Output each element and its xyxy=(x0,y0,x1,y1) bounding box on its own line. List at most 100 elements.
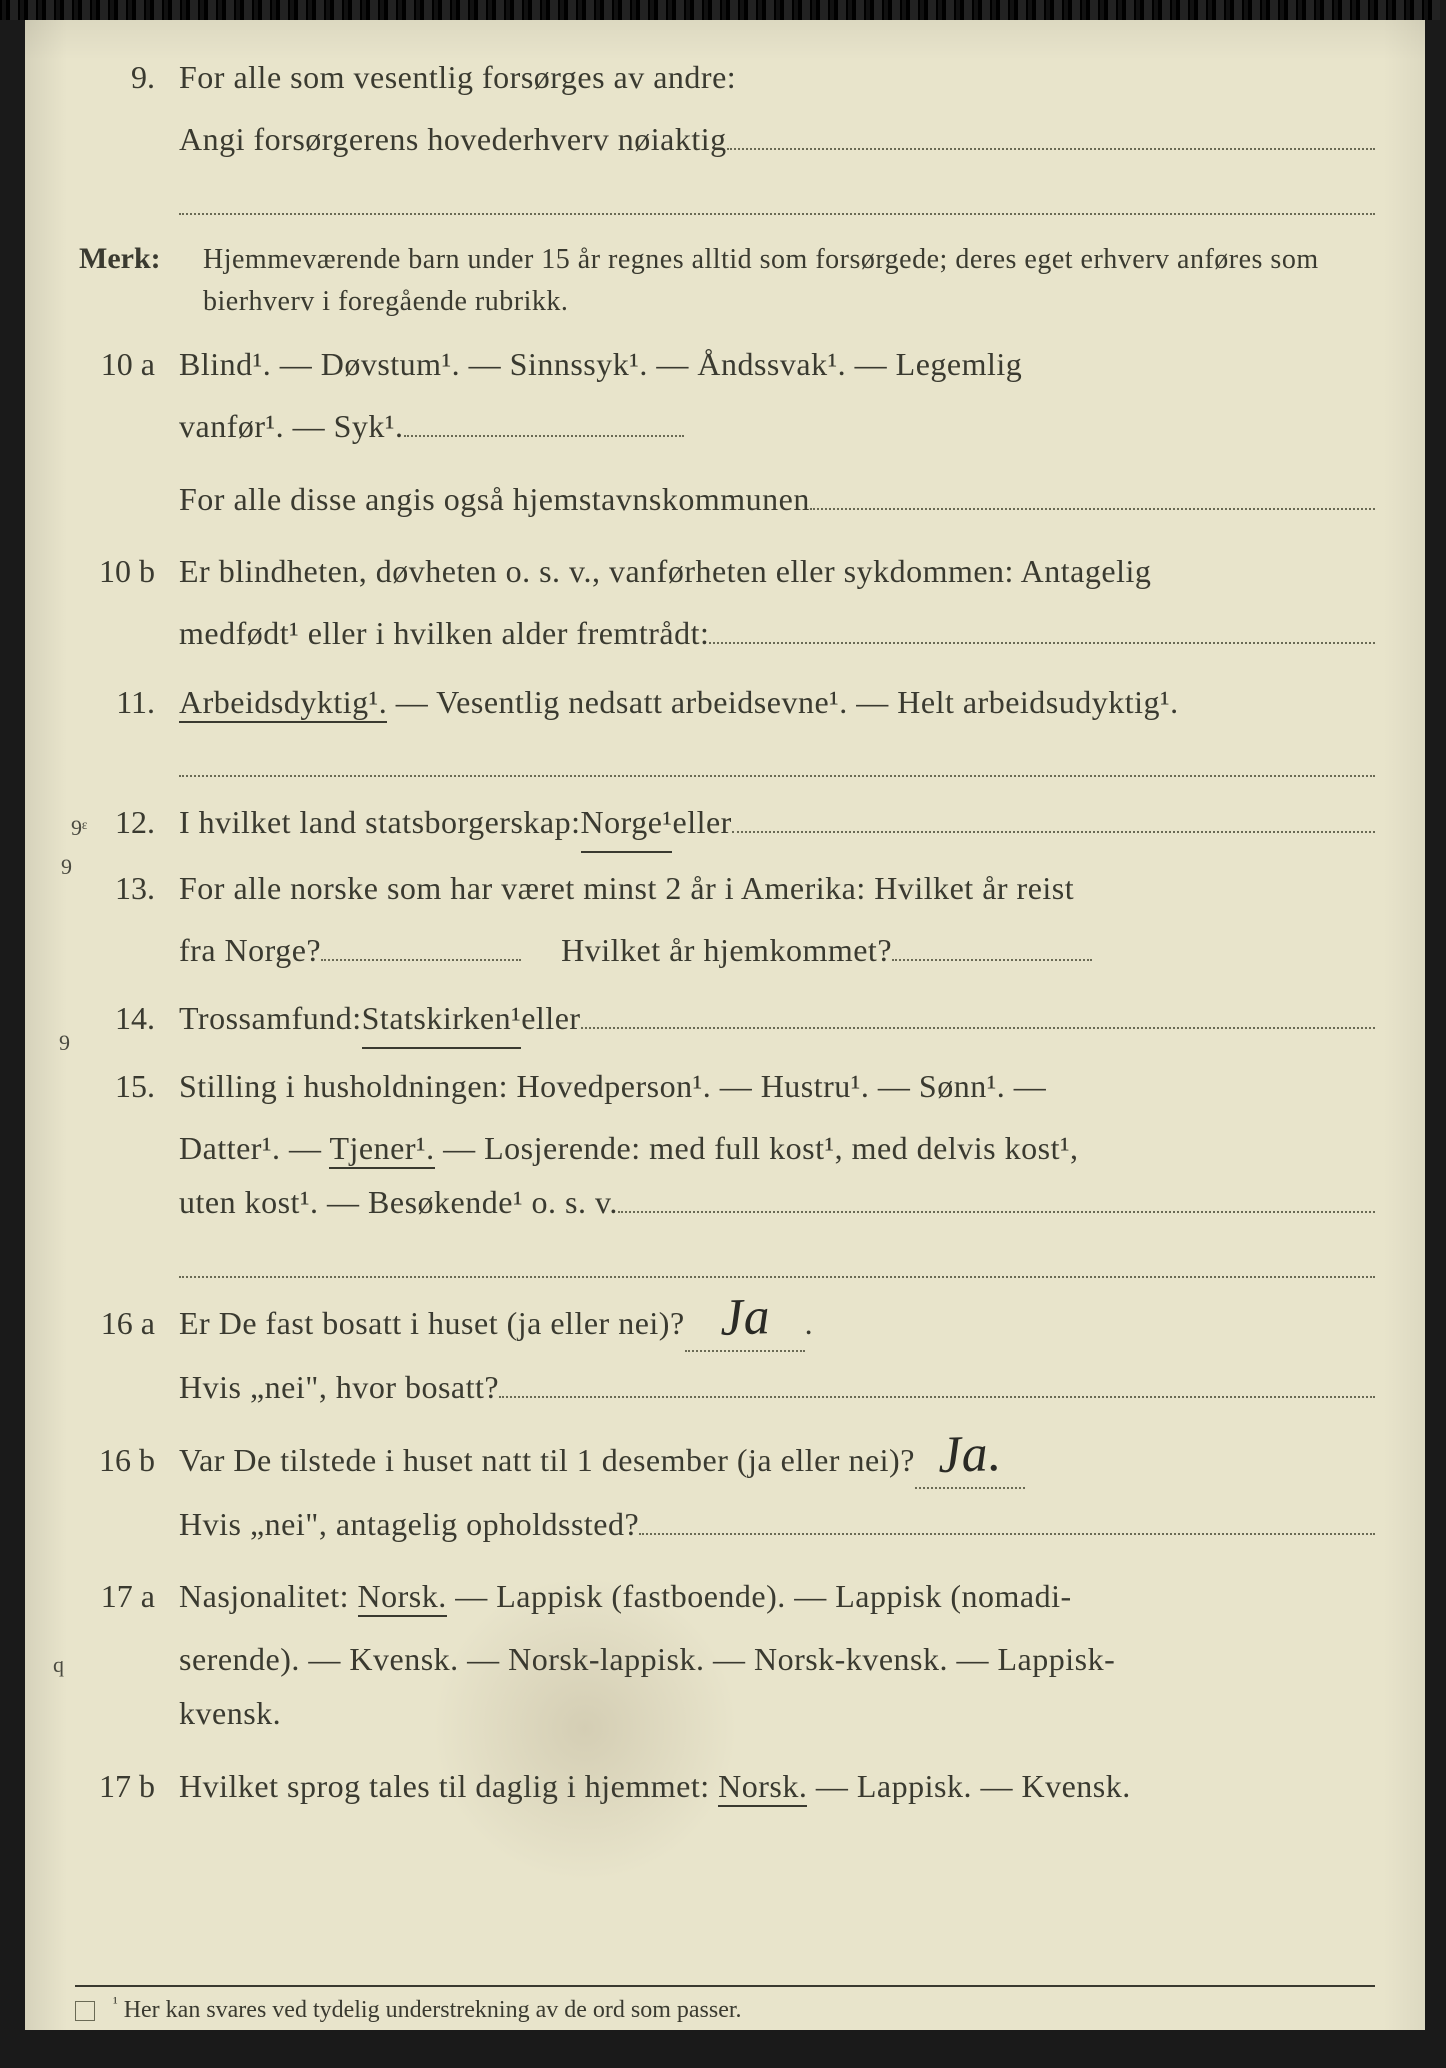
q16b-answer: Ja. xyxy=(938,1438,1003,1471)
footnote-mark-box xyxy=(75,2001,95,2021)
q10a-line3-text: For alle disse angis også hjemstavnskomm… xyxy=(179,472,810,526)
q14-prefix: Trossamfund: xyxy=(179,991,362,1045)
q15-line3: uten kost¹. — Besøkende¹ o. s. v. xyxy=(179,1175,1375,1229)
q16a-period: . xyxy=(805,1296,814,1350)
document-page: 9ᵋ 9 9 q 9. For alle som vesentlig forsø… xyxy=(25,20,1425,2030)
q13-line2b: Hvilket år hjemkommet? xyxy=(561,923,892,977)
q12-suffix: eller xyxy=(672,795,731,849)
q16a-question: Er De fast bosatt i huset (ja eller nei)… xyxy=(179,1296,685,1350)
q14-row: 14. Trossamfund: Statskirken¹ eller xyxy=(75,991,1375,1048)
margin-annotation-3: 9 xyxy=(59,1030,70,1056)
q17b-row: 17 b Hvilket sprog tales til daglig i hj… xyxy=(75,1759,1375,1813)
q9-line1: For alle som vesentlig forsørges av andr… xyxy=(179,50,1375,104)
q14-number: 14. xyxy=(75,991,179,1045)
footnote-text: Her kan svares ved tydelig understreknin… xyxy=(124,1997,742,2023)
q10b-line2-text: medfødt¹ eller i hvilken alder fremtrådt… xyxy=(179,606,709,660)
q15-line2-post: — Losjerende: med full kost¹, med delvis… xyxy=(435,1130,1079,1166)
q12-underlined: Norge¹ xyxy=(581,795,673,852)
q16a-row: 16 a Er De fast bosatt i huset (ja eller… xyxy=(75,1296,1375,1352)
q9-blank-line xyxy=(179,185,1375,215)
q15-underlined: Tjener¹. xyxy=(329,1130,434,1169)
footnote-sup: ¹ xyxy=(113,1995,118,2012)
q10b-number: 10 b xyxy=(75,544,179,598)
q12-row: 12. I hvilket land statsborgerskap: Norg… xyxy=(75,795,1375,852)
q9-row1: 9. For alle som vesentlig forsørges av a… xyxy=(75,50,1375,104)
q13-blank-b xyxy=(892,924,1092,961)
q9-blank xyxy=(727,113,1375,150)
q13-row: 13. For alle norske som har været minst … xyxy=(75,861,1375,915)
q17b-prefix: Hvilket sprog tales til daglig i hjemmet… xyxy=(179,1768,718,1804)
q9-number: 9. xyxy=(75,50,179,104)
q10a-row: 10 a Blind¹. — Døvstum¹. — Sinnssyk¹. — … xyxy=(75,337,1375,391)
q14-body: Trossamfund: Statskirken¹ eller xyxy=(179,991,1375,1048)
q12-prefix: I hvilket land statsborgerskap: xyxy=(179,795,581,849)
q12-number: 12. xyxy=(75,795,179,849)
q10a-opts1: Blind¹. — Døvstum¹. — Sinnssyk¹. — Åndss… xyxy=(179,337,1375,391)
q16b-body: Var De tilstede i huset natt til 1 desem… xyxy=(179,1433,1375,1489)
q10b-line1: Er blindheten, døvheten o. s. v., vanfør… xyxy=(179,544,1375,598)
q16b-row: 16 b Var De tilstede i huset natt til 1 … xyxy=(75,1433,1375,1489)
q15-line2: Datter¹. — Tjener¹. — Losjerende: med fu… xyxy=(179,1121,1375,1175)
q17a-body: Nasjonalitet: Norsk. — Lappisk (fastboen… xyxy=(179,1569,1375,1623)
q10a-number: 10 a xyxy=(75,337,179,391)
q16b-question: Var De tilstede i huset natt til 1 desem… xyxy=(179,1433,915,1487)
q16b-sub: Hvis „nei", antagelig opholdssted? xyxy=(179,1497,1375,1551)
q10b-row: 10 b Er blindheten, døvheten o. s. v., v… xyxy=(75,544,1375,598)
q16b-number: 16 b xyxy=(75,1433,179,1487)
q10a-opts2-row: vanfør¹. — Syk¹. xyxy=(179,399,1375,453)
q15-line3-text: uten kost¹. — Besøkende¹ o. s. v. xyxy=(179,1175,618,1229)
q13-number: 13. xyxy=(75,861,179,915)
q17b-underlined: Norsk. xyxy=(718,1768,807,1807)
q10a-opts2: vanfør¹. — Syk¹. xyxy=(179,399,404,453)
q16a-answer-field: Ja xyxy=(685,1296,805,1352)
q10a-opts2-blank xyxy=(404,400,684,437)
merk-label: Merk: xyxy=(75,233,203,284)
q11-underlined: Arbeidsdyktig¹. xyxy=(179,684,387,723)
q12-body: I hvilket land statsborgerskap: Norge¹ e… xyxy=(179,795,1375,852)
q13-blank-a xyxy=(321,924,521,961)
q16a-sub: Hvis „nei", hvor bosatt? xyxy=(179,1360,1375,1414)
q15-line1: Stilling i husholdningen: Hovedperson¹. … xyxy=(179,1059,1375,1113)
scan-top-edge xyxy=(0,0,1440,20)
q16a-body: Er De fast bosatt i huset (ja eller nei)… xyxy=(179,1296,1375,1352)
q17a-line2: serende). — Kvensk. — Norsk-lappisk. — N… xyxy=(179,1632,1375,1686)
q10b-line2: medfødt¹ eller i hvilken alder fremtrådt… xyxy=(179,606,1375,660)
q16a-sub-text: Hvis „nei", hvor bosatt? xyxy=(179,1360,499,1414)
q17a-prefix: Nasjonalitet: xyxy=(179,1578,358,1614)
q11-rest: — Vesentlig nedsatt arbeidsevne¹. — Helt… xyxy=(387,684,1178,720)
margin-annotation-4: q xyxy=(53,1652,64,1678)
q15-blank-line xyxy=(179,1248,1375,1278)
margin-annotation-2: 9 xyxy=(61,854,72,880)
q13-line2a: fra Norge? xyxy=(179,923,321,977)
q17b-number: 17 b xyxy=(75,1759,179,1813)
q12-blank xyxy=(732,796,1375,833)
merk-row: Merk: Hjemmeværende barn under 15 år reg… xyxy=(75,233,1375,323)
q11-blank-line xyxy=(179,747,1375,777)
q16b-sub-text: Hvis „nei", antagelig opholdssted? xyxy=(179,1497,639,1551)
q14-underlined: Statskirken¹ xyxy=(362,991,522,1048)
q17a-underlined: Norsk. xyxy=(358,1578,447,1617)
q17a-number: 17 a xyxy=(75,1569,179,1623)
q15-number: 15. xyxy=(75,1059,179,1113)
q16a-sub-blank xyxy=(499,1361,1375,1398)
q17b-rest: — Lappisk. — Kvensk. xyxy=(807,1768,1130,1804)
q9-line2-text: Angi forsørgerens hovederhverv nøiaktig xyxy=(179,112,727,166)
q14-blank xyxy=(581,992,1375,1029)
q10b-blank xyxy=(709,607,1375,644)
merk-text: Hjemmeværende barn under 15 år regnes al… xyxy=(203,239,1375,323)
q13-line2: fra Norge? Hvilket år hjemkommet? xyxy=(179,923,1375,977)
q17a-row: 17 a Nasjonalitet: Norsk. — Lappisk (fas… xyxy=(75,1569,1375,1623)
q16b-answer-field: Ja. xyxy=(915,1433,1025,1489)
q10a-blank xyxy=(810,472,1375,509)
q16a-answer: Ja xyxy=(719,1301,770,1334)
q16b-sub-blank xyxy=(639,1498,1375,1535)
q13-line1: For alle norske som har været minst 2 år… xyxy=(179,861,1375,915)
q11-row: 11. Arbeidsdyktig¹. — Vesentlig nedsatt … xyxy=(75,675,1375,729)
q15-row: 15. Stilling i husholdningen: Hovedperso… xyxy=(75,1059,1375,1113)
q17a-rest1: — Lappisk (fastboende). — Lappisk (nomad… xyxy=(447,1578,1072,1614)
q15-blank xyxy=(618,1176,1375,1213)
q17b-body: Hvilket sprog tales til daglig i hjemmet… xyxy=(179,1759,1375,1813)
footnote: ¹ Her kan svares ved tydelig understrekn… xyxy=(75,1985,1375,2024)
q9-line2: Angi forsørgerens hovederhverv nøiaktig xyxy=(179,112,1375,166)
q10a-line3: For alle disse angis også hjemstavnskomm… xyxy=(179,472,1375,526)
